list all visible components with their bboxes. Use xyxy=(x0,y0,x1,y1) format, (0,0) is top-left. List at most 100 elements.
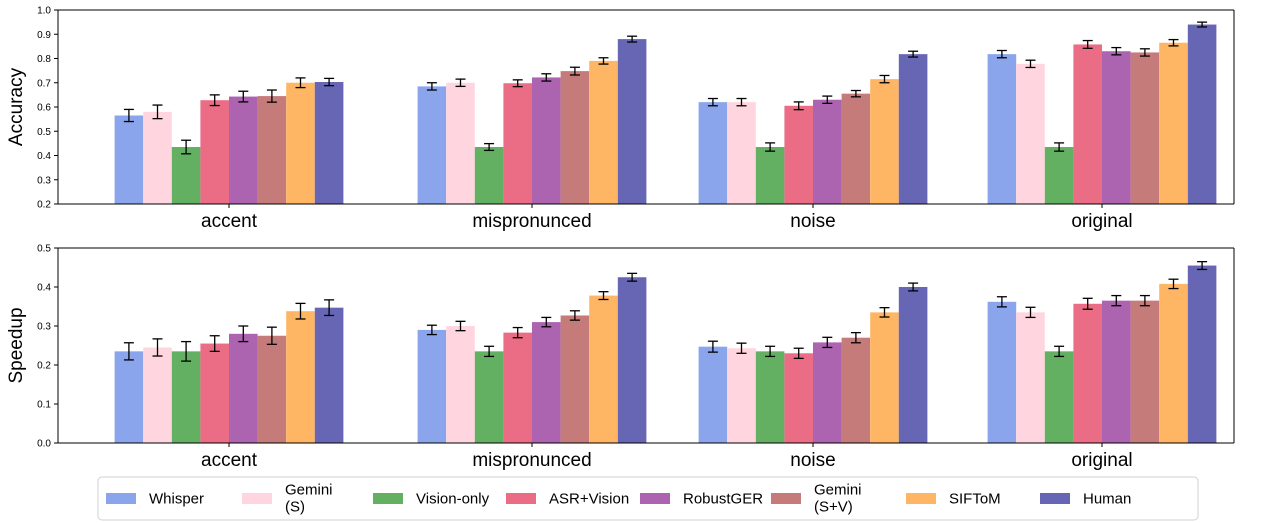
y-tick-label: 0.2 xyxy=(37,361,51,372)
bar-siftom-original xyxy=(1159,283,1188,443)
error-bar-gemini-s-accent xyxy=(152,104,163,120)
error-bar-gemini-s-original xyxy=(1025,306,1036,319)
error-bar-gemini-s-v-noise xyxy=(850,89,861,98)
bar-robustger-original xyxy=(1102,51,1131,205)
error-bar-whisper-noise xyxy=(707,97,718,107)
error-bar-human-original xyxy=(1197,21,1208,28)
error-bar-asr-vision-noise xyxy=(793,101,804,111)
error-bar-vision-only-original xyxy=(1054,345,1065,358)
bar-vision-only-original xyxy=(1044,147,1074,204)
error-bar-gemini-s-mispronunced xyxy=(455,78,466,88)
bar-robustger-noise xyxy=(813,342,842,443)
bar-siftom-noise xyxy=(870,312,899,443)
y-tick-label: 0.8 xyxy=(37,54,51,65)
bar-human-noise xyxy=(898,54,928,204)
error-bar-asr-vision-accent xyxy=(209,335,220,353)
error-bar-asr-vision-mispronunced xyxy=(512,326,523,339)
error-bar-robustger-mispronunced xyxy=(541,316,552,328)
y-tick-label: 0.5 xyxy=(37,127,51,138)
error-bar-human-mispronunced xyxy=(627,35,638,43)
bar-robustger-mispronunced xyxy=(532,77,561,204)
bar-vision-only-mispronunced xyxy=(474,351,504,443)
error-bar-gemini-s-v-mispronunced xyxy=(569,66,580,76)
error-bar-human-noise xyxy=(908,282,919,292)
error-bar-siftom-mispronunced xyxy=(598,291,609,301)
y-tick-label: 0.4 xyxy=(37,151,51,162)
error-bar-vision-only-accent xyxy=(181,340,192,362)
category-label-mispronunced: mispronunced xyxy=(472,211,591,232)
bar-gemini-s-v-original xyxy=(1130,300,1160,443)
y-tick-label: 0.4 xyxy=(37,283,51,294)
bar-robustger-mispronunced xyxy=(532,322,561,443)
y-tick-label: 0.1 xyxy=(37,400,51,411)
error-bar-gemini-s-original xyxy=(1025,59,1036,69)
error-bar-asr-vision-accent xyxy=(209,94,220,107)
bar-gemini-s-noise xyxy=(727,348,756,443)
y-tick-label: 0.5 xyxy=(37,244,51,255)
error-bar-human-accent xyxy=(324,77,335,87)
legend-label-line: Gemini xyxy=(814,482,862,499)
bar-robustger-accent xyxy=(229,333,258,443)
bar-human-mispronunced xyxy=(617,277,647,443)
error-bar-gemini-s-v-original xyxy=(1139,48,1150,57)
bar-asr-vision-noise xyxy=(784,353,813,443)
error-bar-vision-only-mispronunced xyxy=(484,345,495,358)
error-bar-gemini-s-mispronunced xyxy=(455,320,466,332)
bar-gemini-s-mispronunced xyxy=(446,82,475,204)
bar-vision-only-accent xyxy=(171,351,201,443)
bar-siftom-noise xyxy=(870,79,899,204)
legend-label-line: (S+V) xyxy=(814,499,853,516)
bar-whisper-original xyxy=(987,54,1017,204)
error-bar-whisper-mispronunced xyxy=(426,82,437,91)
legend-swatch xyxy=(906,493,936,504)
legend-item-gemini-s-v: Gemini(S+V) xyxy=(771,482,862,516)
legend-item-vision-only: Vision-only xyxy=(373,491,490,508)
legend-swatch xyxy=(373,493,403,504)
error-bar-robustger-mispronunced xyxy=(541,73,552,82)
legend-item-asr-vision: ASR+Vision xyxy=(506,491,629,508)
error-bar-robustger-noise xyxy=(822,95,833,105)
bar-human-noise xyxy=(898,287,928,443)
error-bar-robustger-accent xyxy=(238,90,249,103)
bar-whisper-mispronunced xyxy=(417,86,447,204)
error-bar-robustger-accent xyxy=(238,325,249,343)
error-bar-gemini-s-v-accent xyxy=(266,89,277,103)
bar-siftom-accent xyxy=(286,311,315,443)
error-bar-human-noise xyxy=(908,50,919,58)
error-bar-siftom-original xyxy=(1168,38,1179,47)
bar-asr-vision-accent xyxy=(200,100,229,204)
bar-whisper-mispronunced xyxy=(417,329,447,443)
legend-label-line: Gemini xyxy=(285,482,333,499)
bar-whisper-noise xyxy=(698,102,728,204)
error-bar-siftom-original xyxy=(1168,278,1179,290)
legend-swatch xyxy=(1040,493,1070,504)
error-bar-siftom-noise xyxy=(879,307,890,318)
bar-gemini-s-original xyxy=(1016,312,1045,443)
bar-siftom-accent xyxy=(286,82,315,204)
y-axis-title: Speedup xyxy=(6,307,27,383)
legend-label-line: (S) xyxy=(285,499,305,516)
legend-label: SIFToM xyxy=(949,491,1001,508)
y-tick-label: 0.9 xyxy=(37,30,51,41)
error-bar-whisper-original xyxy=(996,296,1007,308)
error-bar-siftom-accent xyxy=(295,77,306,89)
error-bar-whisper-mispronunced xyxy=(426,324,437,336)
bar-gemini-s-v-accent xyxy=(257,96,287,204)
bar-robustger-noise xyxy=(813,99,842,204)
category-label-accent: accent xyxy=(201,450,258,471)
y-tick-label: 0.2 xyxy=(37,200,51,211)
bar-asr-vision-original xyxy=(1073,303,1102,443)
bar-asr-vision-mispronunced xyxy=(503,83,532,204)
error-bar-robustger-original xyxy=(1111,46,1122,56)
bar-siftom-mispronunced xyxy=(589,60,618,204)
bar-gemini-s-mispronunced xyxy=(446,326,475,443)
error-bar-siftom-noise xyxy=(879,74,890,84)
legend-label: Vision-only xyxy=(416,491,490,508)
error-bar-whisper-accent xyxy=(123,342,134,361)
bar-asr-vision-mispronunced xyxy=(503,332,532,443)
y-axis-title: Accuracy xyxy=(6,67,27,146)
category-label-noise: noise xyxy=(790,211,835,232)
error-bar-robustger-original xyxy=(1111,294,1122,307)
error-bar-gemini-s-v-mispronunced xyxy=(569,310,580,321)
